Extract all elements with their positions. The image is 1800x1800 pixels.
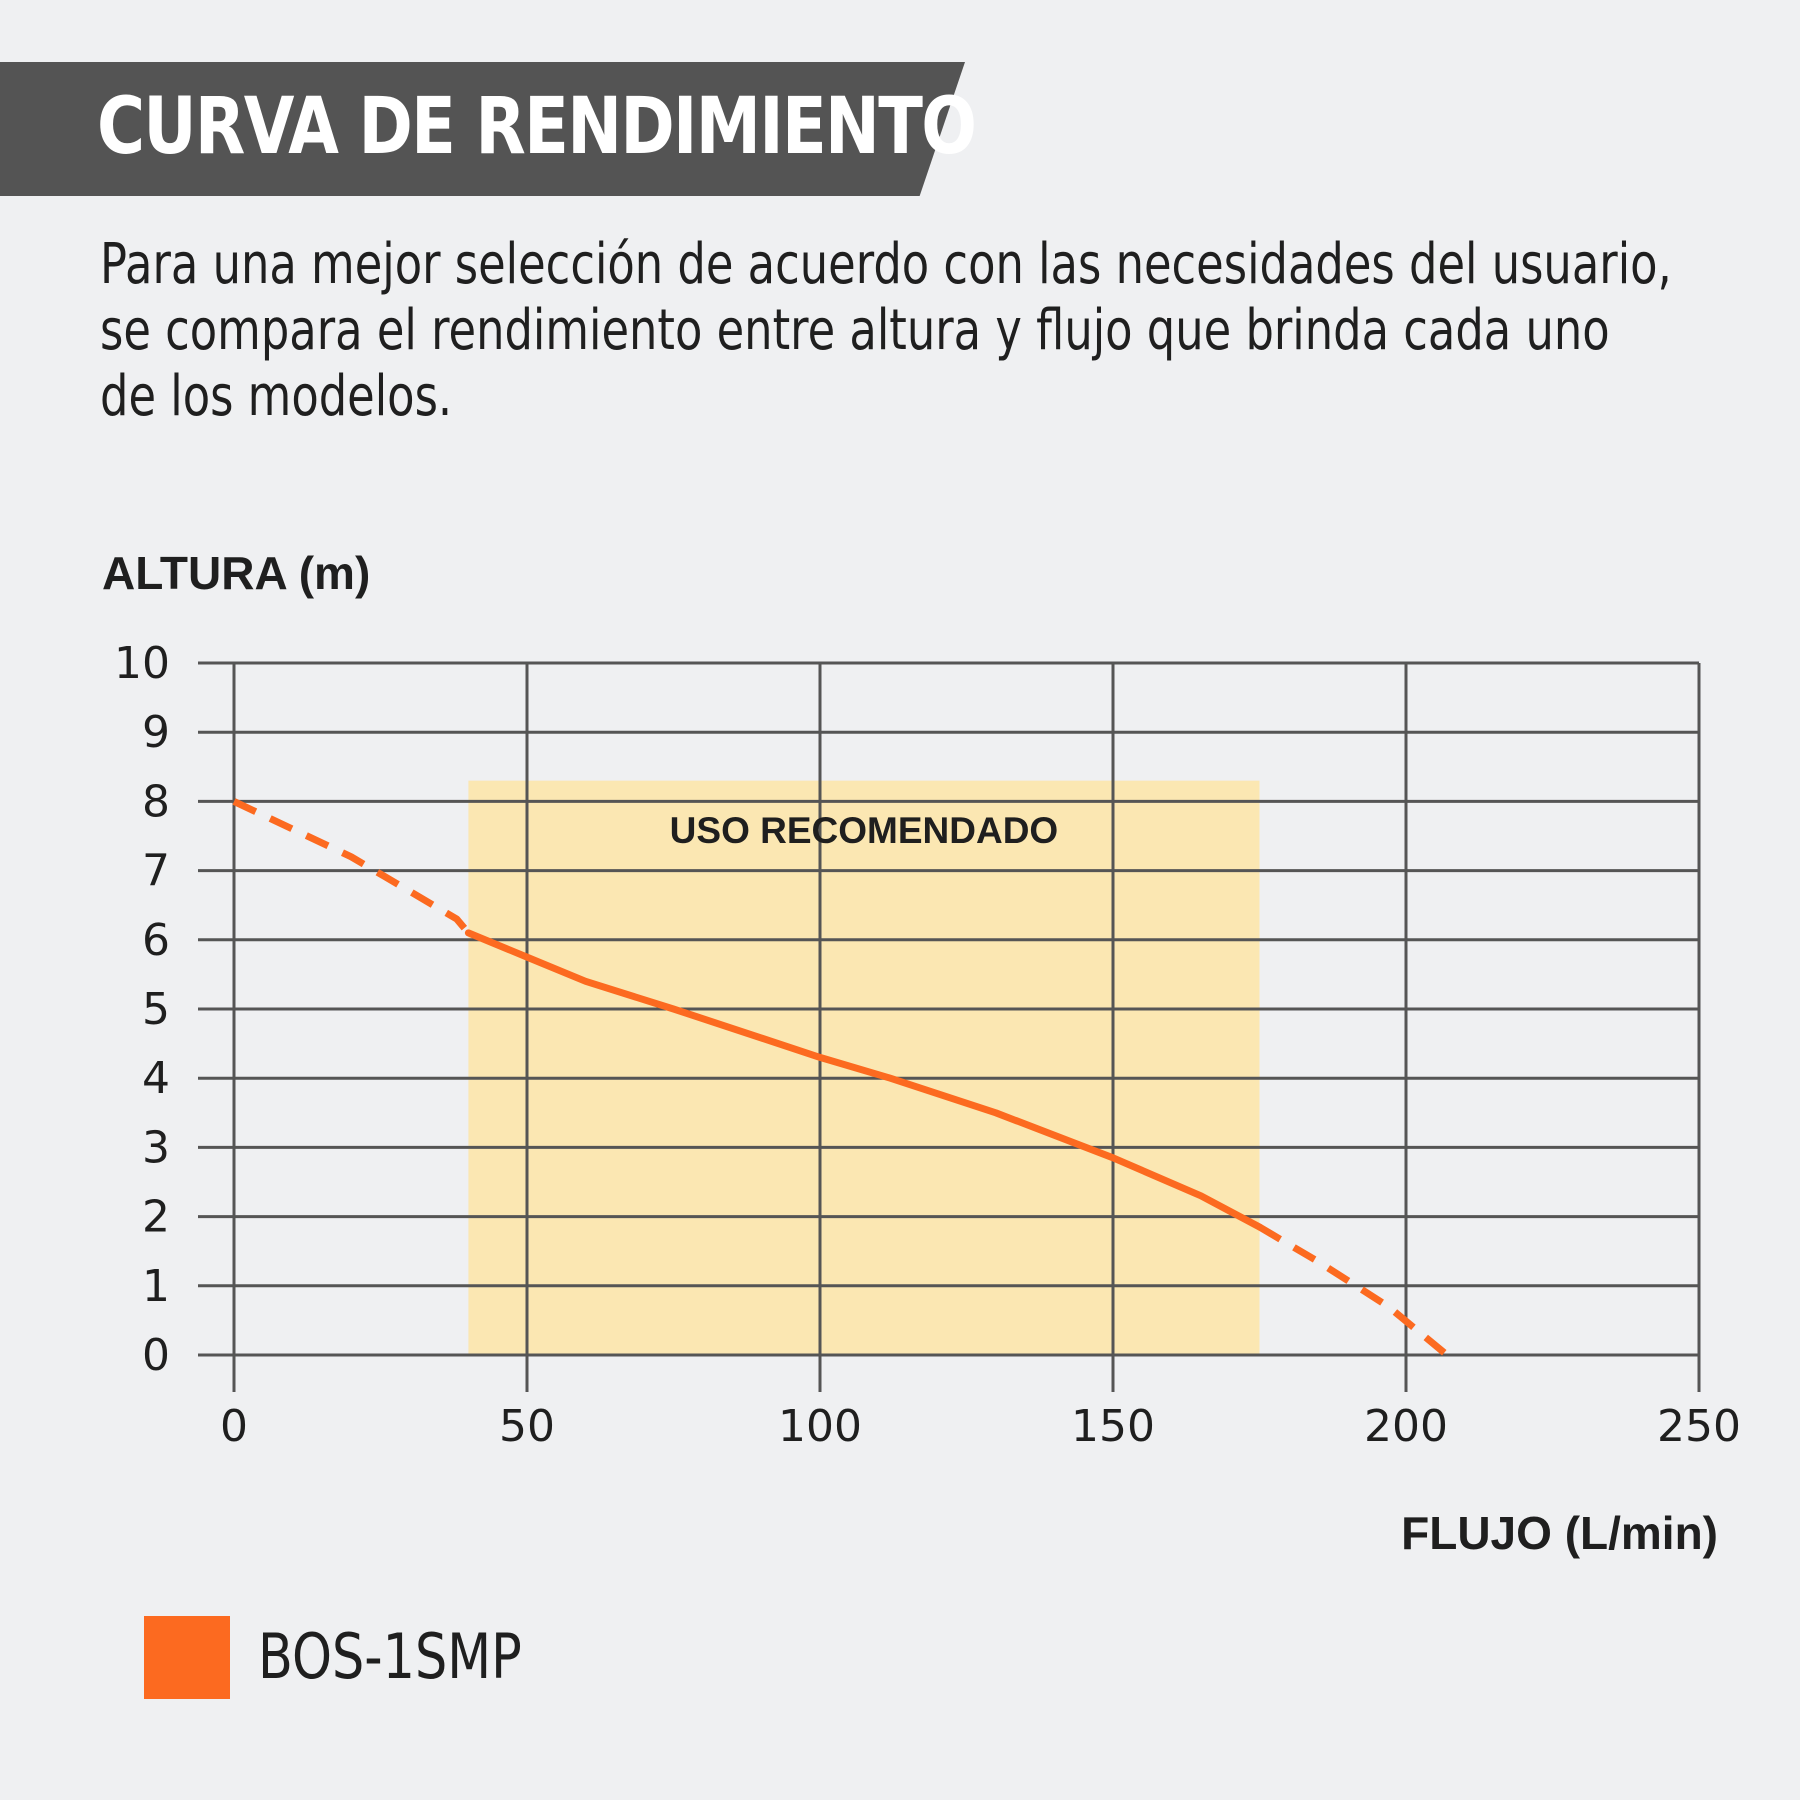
y-tick-label: 9 — [142, 707, 170, 758]
y-tick-label: 7 — [142, 846, 170, 897]
x-tick-label: 150 — [1071, 1401, 1155, 1452]
series-line-dashed — [1257, 1223, 1450, 1358]
legend-swatch — [144, 1616, 230, 1699]
x-tick-label: 50 — [499, 1401, 555, 1452]
subtitle-line: de los modelos. — [100, 364, 453, 429]
y-tick-label: 10 — [114, 638, 170, 689]
series-line-solid — [464, 929, 1263, 1231]
y-axis-title: ALTURA (m) — [102, 547, 371, 599]
y-tick-label: 1 — [142, 1261, 170, 1312]
x-tick-label: 0 — [220, 1401, 248, 1452]
subtitle: Para una mejor selección de acuerdo con … — [100, 232, 1700, 430]
y-tick-label: 4 — [142, 1053, 170, 1104]
subtitle-line: se compara el rendimiento entre altura y… — [100, 298, 1610, 363]
y-tick-label: 3 — [142, 1122, 170, 1173]
x-axis-title: FLUJO (L/min) — [1401, 1507, 1718, 1559]
legend-label: BOS-1SMP — [258, 1620, 522, 1693]
subtitle-line: Para una mejor selección de acuerdo con … — [100, 232, 1672, 297]
y-tick-label: 5 — [142, 984, 170, 1035]
recommended-range-label: USO RECOMENDADO — [670, 810, 1059, 851]
x-tick-label: 200 — [1364, 1401, 1448, 1452]
title-band — [0, 62, 965, 196]
y-tick-label: 8 — [142, 776, 170, 827]
page-title: CURVA DE RENDIMIENTO — [97, 82, 977, 172]
y-tick-label: 0 — [142, 1330, 170, 1381]
series-line-dashed — [232, 798, 472, 936]
x-tick-label: 100 — [778, 1401, 862, 1452]
y-tick-label: 6 — [142, 915, 170, 966]
y-tick-label: 2 — [142, 1192, 170, 1243]
x-tick-label: 250 — [1657, 1401, 1741, 1452]
